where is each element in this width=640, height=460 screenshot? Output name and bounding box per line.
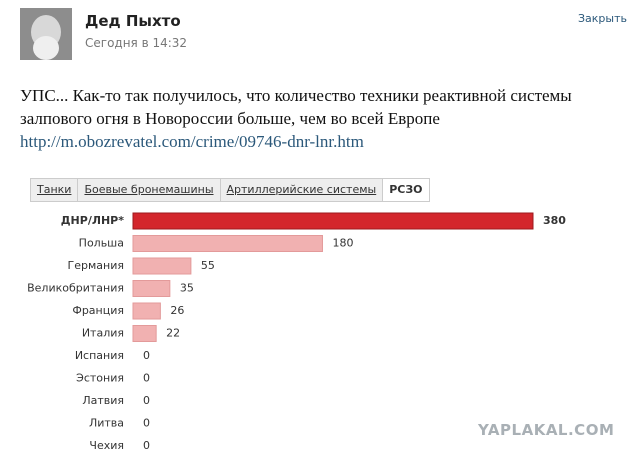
post-text: залпового огня в Новороссии больше, чем … xyxy=(20,109,440,128)
category-label: Польша xyxy=(79,237,124,250)
category-label: ДНР/ЛНР* xyxy=(61,214,124,227)
category-label: Литва xyxy=(89,417,124,430)
value-label: 0 xyxy=(143,349,150,362)
tab-active[interactable]: РСЗО xyxy=(383,179,429,201)
category-label: Италия xyxy=(82,327,124,340)
value-label: 380 xyxy=(543,214,566,227)
value-label: 35 xyxy=(180,282,194,295)
tab[interactable]: Артиллерийские системы xyxy=(221,179,384,201)
avatar[interactable] xyxy=(20,8,72,60)
bar xyxy=(132,302,161,320)
value-label: 55 xyxy=(201,259,215,272)
chart: ДНР/ЛНР* 380 Польша 180 Германия 55 Великобрит… xyxy=(27,212,566,452)
value-label: 0 xyxy=(143,439,150,452)
value-label: 0 xyxy=(143,372,150,385)
timestamp: Сегодня в 14:32 xyxy=(85,36,188,50)
category-label: Чехия xyxy=(89,439,124,452)
value-label: 0 xyxy=(143,394,150,407)
bar xyxy=(132,325,157,342)
value-label: 180 xyxy=(332,237,353,250)
bar xyxy=(132,280,171,297)
bar xyxy=(132,212,534,230)
bar xyxy=(132,235,323,252)
category-label: Великобритания xyxy=(27,282,124,295)
category-label: Латвия xyxy=(82,394,124,407)
post-text: УПС... Как-то так получилось, что количе… xyxy=(20,86,572,105)
author[interactable]: Дед Пыхто xyxy=(85,12,181,30)
category-label: Испания xyxy=(75,349,124,362)
bar xyxy=(132,257,192,275)
watermark: YAPLAKAL.COM xyxy=(478,421,615,439)
close-link[interactable]: Закрыть xyxy=(578,12,627,25)
value-label: 22 xyxy=(166,327,180,340)
category-label: Франция xyxy=(72,304,124,317)
category-label: Эстония xyxy=(76,372,124,385)
post-link[interactable]: http://m.obozrevatel.com/crime/09746-dnr… xyxy=(20,132,364,151)
category-label: Германия xyxy=(68,259,124,272)
value-label: 26 xyxy=(170,304,184,317)
tab-bar: Танки Боевые бронемашины Артиллерийские … xyxy=(30,178,430,202)
value-label: 0 xyxy=(143,417,150,430)
tab[interactable]: Боевые бронемашины xyxy=(78,179,221,201)
tab[interactable]: Танки xyxy=(31,179,79,201)
